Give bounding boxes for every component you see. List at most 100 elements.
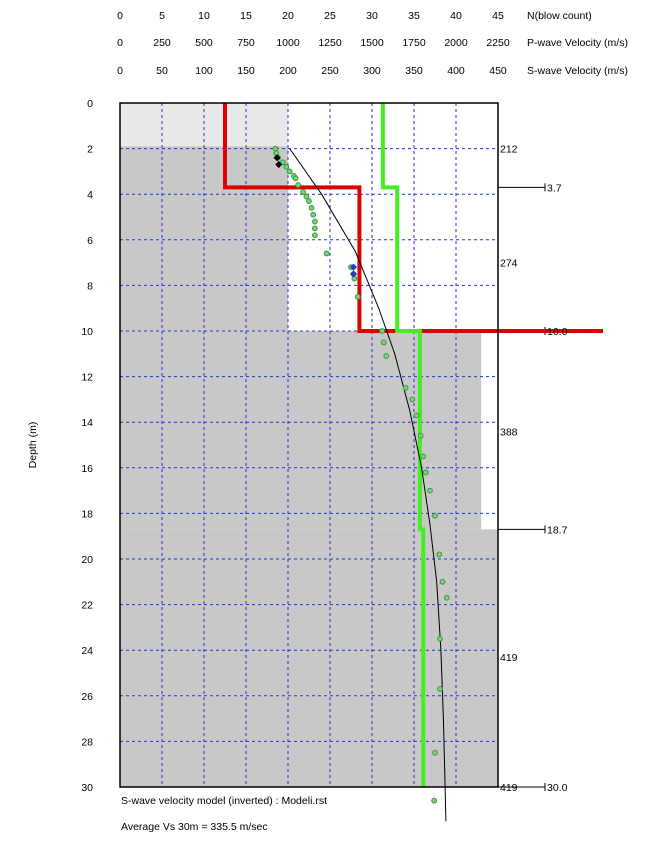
top-axis-2-tick-label: 250 bbox=[321, 65, 339, 77]
scatter-point bbox=[272, 145, 279, 152]
depth-tick-label: 16 bbox=[81, 463, 93, 475]
depth-tick-label: 12 bbox=[81, 372, 93, 384]
top-axis-2-tick-label: 350 bbox=[405, 65, 423, 77]
scatter-diamond bbox=[275, 160, 283, 169]
scatter-point bbox=[351, 275, 358, 282]
depth-tick-label: 10 bbox=[81, 326, 93, 338]
scatter-point bbox=[300, 189, 307, 195]
depth-tick-label: 8 bbox=[87, 280, 93, 292]
top-axis-2-tick-label: 400 bbox=[447, 65, 465, 77]
top-axis-1-tick-label: 1500 bbox=[360, 37, 384, 49]
top-axis-2-tick-label: 200 bbox=[279, 65, 297, 77]
top-axis-1-title: P-wave Velocity (m/s) bbox=[527, 37, 628, 49]
scatter-point bbox=[280, 159, 286, 166]
depth-tick-label: 6 bbox=[87, 235, 93, 247]
layer-boundary-label: 30.0 bbox=[547, 782, 568, 794]
layer-boundary-label: 10.0 bbox=[547, 326, 568, 338]
top-axis-1-tick-label: 1750 bbox=[402, 37, 426, 49]
scatter-point bbox=[283, 163, 290, 170]
top-axis-0-tick-label: 45 bbox=[492, 10, 504, 22]
top-axis-2-tick-label: 150 bbox=[237, 65, 255, 77]
scatter-point bbox=[422, 469, 429, 476]
top-axis-0-title: N(blow count) bbox=[527, 10, 592, 22]
top-axis-1-tick-label: 750 bbox=[237, 37, 255, 49]
scatter-point bbox=[295, 182, 301, 188]
scatter-point bbox=[308, 204, 315, 211]
layer-vs-label: 388 bbox=[500, 426, 518, 438]
top-axis-2-tick-label: 450 bbox=[489, 65, 507, 77]
depth-tick-label: 20 bbox=[81, 554, 93, 566]
top-axis-2-tick-label: 300 bbox=[363, 65, 381, 77]
scatter-diamond bbox=[349, 270, 358, 278]
layer-boundary-label: 3.7 bbox=[547, 182, 562, 194]
scatter-point bbox=[380, 339, 387, 346]
series-2-line-line bbox=[289, 148, 447, 822]
scatter-diamond bbox=[349, 263, 358, 271]
shaded-profile-block-3 bbox=[120, 529, 498, 787]
top-axis-1-tick-label: 2250 bbox=[486, 37, 510, 49]
top-axis-0-tick-label: 15 bbox=[240, 10, 252, 22]
scatter-point bbox=[409, 396, 416, 403]
scatter-point bbox=[427, 487, 433, 494]
scatter-point bbox=[379, 328, 385, 334]
depth-tick-label: 0 bbox=[87, 98, 93, 110]
scatter-point bbox=[436, 551, 443, 558]
depth-tick-label: 2 bbox=[87, 144, 93, 156]
top-axis-1-tick-label: 250 bbox=[153, 37, 171, 49]
scatter-point bbox=[413, 412, 420, 419]
top-axis-0-tick-label: 0 bbox=[117, 10, 123, 22]
scatter-point bbox=[437, 686, 443, 692]
depth-tick-label: 24 bbox=[81, 645, 93, 657]
top-axis-1-tick-label: 1250 bbox=[318, 37, 342, 49]
scatter-point bbox=[439, 578, 446, 585]
depth-tick-label: 22 bbox=[81, 600, 93, 612]
scatter-diamond bbox=[273, 154, 281, 162]
layer-vs-label: 419 bbox=[500, 782, 518, 794]
scatter-point bbox=[306, 198, 312, 204]
shaded-profile-block-2 bbox=[120, 331, 482, 530]
layer-vs-label: 419 bbox=[500, 652, 518, 664]
scatter-point bbox=[354, 293, 361, 300]
series-1-step-line bbox=[380, 103, 426, 787]
scatter-point bbox=[443, 594, 450, 601]
depth-tick-label: 30 bbox=[81, 782, 93, 794]
scatter-point bbox=[311, 225, 318, 232]
top-axis-0-tick-label: 20 bbox=[282, 10, 294, 22]
top-axis-2-tick-label: 0 bbox=[117, 65, 123, 77]
top-axis-1-tick-label: 1000 bbox=[276, 37, 300, 49]
chart-annotation-1: Average Vs 30m = 335.5 m/sec bbox=[121, 821, 268, 833]
depth-tick-label: 4 bbox=[87, 189, 93, 201]
top-axis-1-tick-label: 500 bbox=[195, 37, 213, 49]
depth-tick-label: 26 bbox=[81, 691, 93, 703]
depth-tick-label: 14 bbox=[81, 417, 93, 429]
scatter-point bbox=[383, 353, 390, 359]
plot-frame bbox=[119, 102, 499, 788]
series-0-step-line bbox=[223, 103, 603, 333]
scatter-point bbox=[432, 749, 438, 756]
scatter-point bbox=[323, 250, 330, 257]
scatter-point bbox=[311, 218, 318, 225]
depth-tick-label: 28 bbox=[81, 736, 93, 748]
scatter-point bbox=[310, 211, 317, 218]
top-axis-0-tick-label: 10 bbox=[198, 10, 210, 22]
top-axis-0-tick-label: 40 bbox=[450, 10, 462, 22]
scatter-point bbox=[292, 175, 299, 182]
top-axis-0-tick-label: 30 bbox=[366, 10, 378, 22]
layer-vs-label: 274 bbox=[500, 258, 518, 270]
depth-tick-label: 18 bbox=[81, 508, 93, 520]
top-axis-1-tick-label: 2000 bbox=[444, 37, 468, 49]
scatter-point bbox=[432, 512, 438, 519]
top-axis-1-tick-label: 0 bbox=[117, 37, 123, 49]
scatter-point bbox=[420, 453, 427, 460]
scatter-point bbox=[437, 635, 443, 642]
depth-axis-title: Depth (m) bbox=[27, 422, 39, 469]
scatter-point bbox=[402, 385, 409, 391]
scatter-point bbox=[286, 168, 293, 175]
scatter-point bbox=[431, 797, 438, 804]
layer-boundary-label: 18.7 bbox=[547, 524, 568, 536]
top-axis-0-tick-label: 5 bbox=[159, 10, 165, 22]
scatter-point bbox=[417, 432, 424, 439]
scatter-point bbox=[311, 232, 318, 239]
scatter-point bbox=[303, 193, 310, 200]
top-axis-2-tick-label: 100 bbox=[195, 65, 213, 77]
